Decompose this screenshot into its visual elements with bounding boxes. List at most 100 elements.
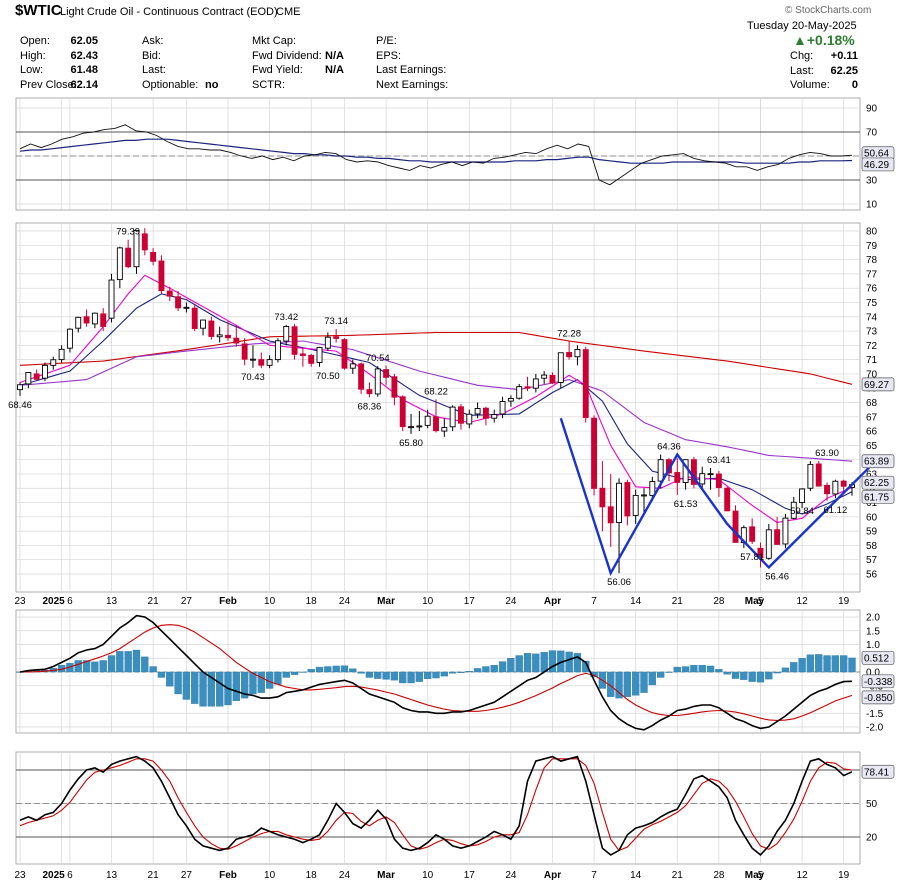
x-tick-label: 5 xyxy=(758,870,764,881)
y-tick-label: 80 xyxy=(866,227,878,238)
x-tick-label: 7 xyxy=(591,596,597,607)
candle-body xyxy=(632,494,639,516)
x-tick-label: 12 xyxy=(797,870,809,881)
macd-histogram-bar xyxy=(731,671,740,679)
y-tick-label: 1.5 xyxy=(866,626,880,637)
candle xyxy=(416,411,423,432)
macd-histogram-bar xyxy=(607,671,615,697)
x-tick-label: Mar xyxy=(377,870,395,881)
panel-frame-stoch xyxy=(15,751,861,865)
quote-label: Last: xyxy=(142,64,166,76)
candle xyxy=(366,382,373,398)
exchange-label: CME xyxy=(276,6,301,18)
price-annotation: 68.22 xyxy=(424,386,448,397)
y-tick-label: 50 xyxy=(866,799,878,810)
macd-histogram-bar xyxy=(448,671,457,674)
x-tick-label: 7 xyxy=(591,870,597,881)
candle-body xyxy=(299,353,306,356)
candle xyxy=(358,362,365,394)
candle-body xyxy=(75,316,82,329)
candle-body xyxy=(33,373,40,380)
x-tick-label: 2025 xyxy=(42,596,65,607)
macd-histogram-bar xyxy=(540,652,548,673)
candle xyxy=(840,479,847,493)
x-tick-label: 27 xyxy=(181,596,193,607)
candle-body xyxy=(782,517,789,545)
stoch-value-tag: 78.41 xyxy=(864,767,889,778)
candle xyxy=(632,489,639,524)
x-tick-label: 14 xyxy=(630,596,642,607)
macd-histogram-bar xyxy=(349,668,357,673)
price-annotation: 68.36 xyxy=(358,401,382,412)
macd-histogram-bar xyxy=(216,671,224,707)
candle-body xyxy=(125,247,132,268)
macd-histogram-bar xyxy=(324,666,332,673)
macd-histogram-bar xyxy=(740,671,748,680)
stoch-value-tag-box xyxy=(861,764,895,779)
candle xyxy=(507,395,514,407)
y-tick-label: 90 xyxy=(866,104,878,115)
x-tick-label: 23 xyxy=(14,870,26,881)
watermark: © StockCharts.com xyxy=(785,5,872,16)
macd-histogram-bar xyxy=(365,671,374,678)
x-tick-label: 24 xyxy=(505,596,517,607)
candle xyxy=(782,513,789,549)
macd-histogram-bar xyxy=(698,664,706,673)
x-tick-label: 12 xyxy=(797,596,809,607)
y-tick-label: 20 xyxy=(866,833,878,844)
candle-body xyxy=(158,260,165,292)
macd-histogram-bar xyxy=(723,671,731,675)
macd-histogram-bar xyxy=(473,668,482,673)
macd-line xyxy=(19,614,853,731)
macd-histogram-bar xyxy=(132,649,141,673)
candle-body xyxy=(707,473,714,476)
x-tick-label: 21 xyxy=(672,870,684,881)
quote-value: 0 xyxy=(851,79,858,91)
macd-histogram-bar xyxy=(166,671,174,687)
macd-histogram-bar xyxy=(765,671,773,680)
candle-body xyxy=(366,389,373,395)
candle-body xyxy=(491,414,498,419)
macd-signal-line xyxy=(20,624,853,721)
y-tick-label: 76 xyxy=(866,284,878,295)
price-annotation: 73.42 xyxy=(274,312,298,323)
quote-label: Last: xyxy=(790,64,814,77)
candle-body xyxy=(100,313,107,327)
candle xyxy=(482,406,489,426)
macd-histogram-bar xyxy=(249,671,257,695)
x-tick-label: 28 xyxy=(713,596,725,607)
macd-histogram-bar xyxy=(840,655,848,673)
candle-body xyxy=(374,368,381,395)
candle-body xyxy=(699,473,706,485)
macd-histogram-bar xyxy=(715,669,723,673)
candle xyxy=(591,415,598,496)
candle-body xyxy=(441,427,448,432)
candle-body xyxy=(424,415,431,426)
candle-body xyxy=(474,408,481,415)
macd-histogram-bar xyxy=(274,671,282,685)
candle xyxy=(391,373,398,406)
up-arrow-icon: ▲ xyxy=(793,32,807,48)
quote-value: +0.11 xyxy=(830,50,858,62)
candle xyxy=(433,399,439,433)
candle-body xyxy=(50,359,57,366)
candle-body xyxy=(358,363,365,390)
candle xyxy=(333,329,340,343)
macd-histogram-bar xyxy=(798,658,806,673)
x-tick-label: 19 xyxy=(838,596,850,607)
candle-body xyxy=(516,386,523,399)
quote-label: Chg: xyxy=(790,50,814,62)
candle-body xyxy=(341,339,348,369)
price-annotation: 59.84 xyxy=(790,506,814,517)
candle xyxy=(516,383,523,400)
candle xyxy=(183,302,190,313)
macd-histogram-bar xyxy=(781,667,790,673)
x-tick-label: 2025 xyxy=(42,870,65,881)
macd-histogram-bar xyxy=(656,671,665,678)
price-annotation: 72.28 xyxy=(557,328,581,339)
candle xyxy=(641,488,647,513)
x-tick-label: Feb xyxy=(219,870,237,881)
candle-body xyxy=(225,334,231,339)
quote-value: no xyxy=(205,78,219,91)
candle-body xyxy=(616,482,622,524)
